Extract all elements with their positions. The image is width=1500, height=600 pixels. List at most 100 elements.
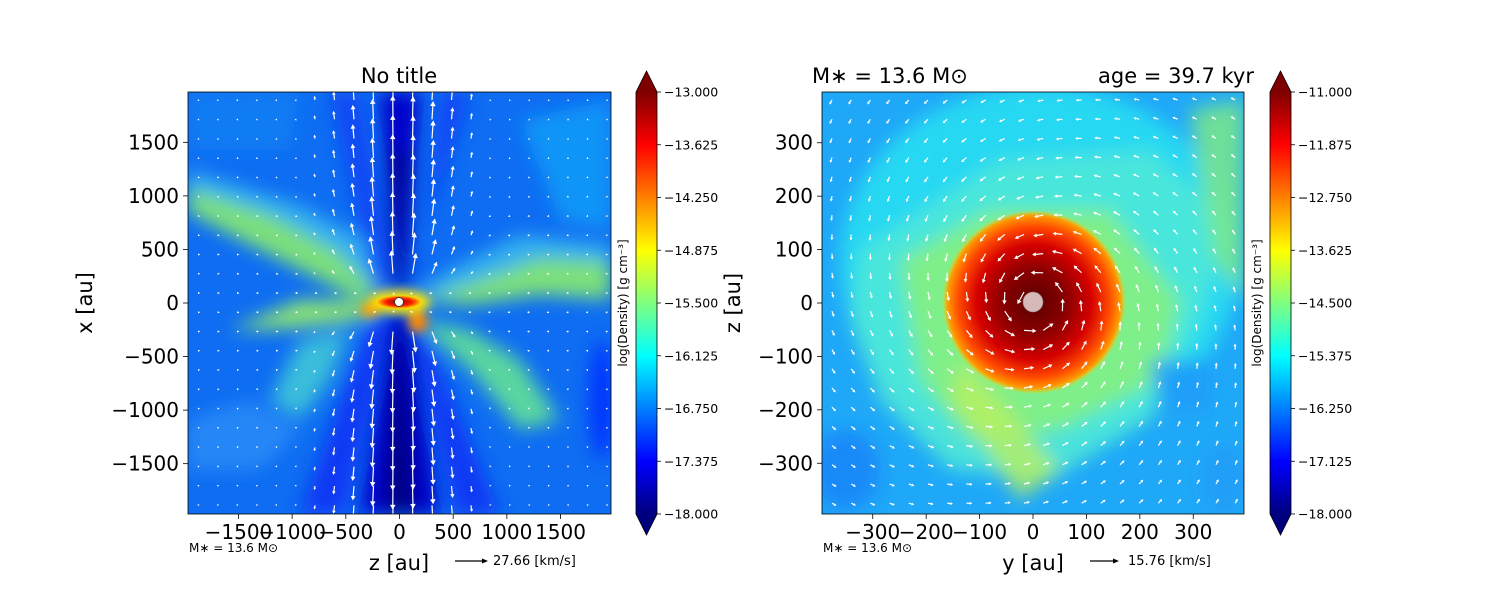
right-vector-head <box>984 299 989 304</box>
left-vector-head <box>331 228 335 232</box>
right-vector-head <box>997 237 1002 241</box>
left-vector-head <box>389 211 396 217</box>
left-vector-head <box>237 272 240 275</box>
right-vector-head <box>1196 420 1200 424</box>
left-vector-head <box>470 250 474 254</box>
left-vector-head <box>430 120 436 126</box>
left-vector-head <box>508 118 511 121</box>
right-vector-head <box>1172 229 1177 233</box>
right-vector-head <box>948 334 953 338</box>
right-vector-head <box>969 351 974 356</box>
left-vector-head <box>197 465 200 468</box>
left-vector-head <box>528 484 531 487</box>
right-vector-head <box>831 294 835 298</box>
left-vector-head <box>313 448 316 452</box>
left-vector-head <box>605 465 609 468</box>
right-vector-head <box>1045 500 1049 504</box>
left-vector-head <box>256 330 259 333</box>
right-vector-head <box>1084 401 1088 406</box>
left-ylabel: x [au] <box>73 272 97 334</box>
right-vector-head <box>1211 173 1215 176</box>
right-vector-head <box>1215 420 1219 424</box>
right-vector-head <box>1008 462 1012 466</box>
left-ytick-label: 0 <box>166 291 179 315</box>
right-vector-head <box>1014 235 1019 239</box>
right-vector-head <box>1214 362 1218 366</box>
right-vector-head <box>1232 305 1236 309</box>
right-vector-head <box>1073 193 1077 198</box>
left-vector-head <box>276 311 279 314</box>
left-vector-head <box>313 95 317 99</box>
left-vector-head <box>410 407 417 413</box>
right-vector-head <box>1152 116 1156 120</box>
left-vector-head <box>488 215 491 217</box>
right-vector-head <box>1120 381 1124 385</box>
left-vector-head <box>237 291 240 295</box>
left-vector-key-label: 27.66 [km/s] <box>493 554 576 569</box>
right-vector-head <box>852 370 855 374</box>
right-vector-head <box>870 333 874 337</box>
right-vector-head <box>945 278 949 282</box>
right-vector-head <box>1084 421 1088 425</box>
left-ytick-label: −1000 <box>111 398 179 422</box>
right-vector-head <box>962 238 966 243</box>
right-vector-head <box>1051 249 1056 254</box>
left-vector-head <box>451 246 456 250</box>
right-vector-head <box>1172 135 1176 139</box>
left-vector <box>450 466 454 477</box>
left-vector-head <box>586 195 589 198</box>
left-vector-head <box>369 176 375 182</box>
left-vector-head <box>276 272 279 275</box>
left-vector-head <box>585 234 589 237</box>
right-vector-head <box>870 314 874 318</box>
right-vector-head <box>1230 154 1234 157</box>
left-vector-head <box>389 192 396 198</box>
right-vector-head <box>891 483 895 487</box>
left-vector-head <box>547 504 550 507</box>
right-vector-head <box>905 218 910 222</box>
left-vector-head <box>430 101 436 107</box>
left-vector-head <box>350 495 356 501</box>
left-vector-head <box>508 504 511 507</box>
left-vector-head <box>470 431 474 435</box>
left-ytick-label: −500 <box>124 345 179 369</box>
right-vector <box>1004 329 1014 336</box>
right-vector-head <box>1230 116 1234 119</box>
right-colorbar-tick-label: −11.875 <box>1298 137 1352 152</box>
left-vector-head <box>275 99 278 102</box>
left-vector-head <box>217 330 220 333</box>
right-vector-head <box>1136 302 1140 307</box>
left-vector-head <box>236 446 239 449</box>
left-xtick-label: −1500 <box>205 520 273 544</box>
left-vector-head <box>488 407 492 410</box>
right-vector-head <box>1029 385 1034 389</box>
left-vector-head <box>489 176 492 179</box>
right-vector-head <box>1134 265 1138 270</box>
left-vector <box>371 159 375 178</box>
right-vector-head <box>905 140 909 144</box>
right-vector-head <box>989 463 993 467</box>
left-density-map <box>188 92 611 514</box>
left-vector-head <box>470 271 474 274</box>
right-vector-head <box>1093 247 1098 252</box>
right-vector-head <box>886 179 890 183</box>
right-vector-head <box>930 370 934 374</box>
right-vector-head <box>961 178 965 182</box>
right-vector-head <box>950 388 955 392</box>
right-vector-head <box>1018 99 1022 103</box>
right-vector-head <box>1101 360 1106 365</box>
right-vector-head <box>1083 500 1087 503</box>
right-vector-head <box>1076 282 1080 287</box>
right-vector-head <box>1046 442 1051 446</box>
left-vector-head <box>431 381 437 387</box>
right-vector-head <box>1211 210 1215 214</box>
right-vector-head <box>1066 362 1071 367</box>
right-vector-head <box>1214 343 1218 347</box>
right-vector-head <box>905 179 909 183</box>
right-vector-head <box>832 389 836 393</box>
left-vector-head <box>236 157 239 159</box>
right-vector-head <box>851 351 855 356</box>
right-vector-head <box>1009 405 1014 409</box>
left-vector-head <box>605 118 609 121</box>
right-vector-head <box>1234 382 1238 385</box>
